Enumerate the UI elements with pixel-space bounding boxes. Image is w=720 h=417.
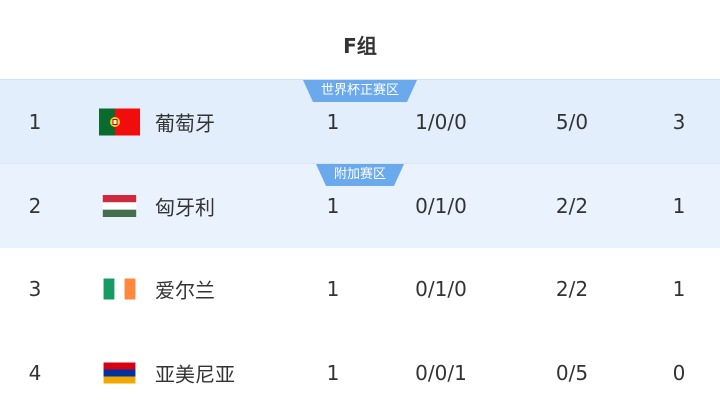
- team-name[interactable]: 爱尔兰: [155, 278, 215, 303]
- wdl: 1/0/0: [415, 110, 467, 134]
- portugal-flag-icon: [99, 108, 140, 136]
- played: 1: [326, 110, 340, 134]
- points: 1: [672, 194, 686, 218]
- table-row[interactable]: 4 亚美尼亚 1 0/0/1 0/5 0: [0, 331, 720, 415]
- rank: 4: [28, 361, 42, 385]
- hungary-flag-icon: [102, 195, 137, 217]
- rank: 1: [28, 110, 42, 134]
- wdl: 0/1/0: [415, 194, 467, 218]
- group-title: F组: [343, 34, 377, 58]
- team-name[interactable]: 亚美尼亚: [155, 362, 235, 387]
- armenia-flag-icon: [103, 362, 136, 384]
- points: 3: [672, 110, 686, 134]
- rank: 3: [28, 277, 42, 301]
- team-name[interactable]: 葡萄牙: [155, 111, 215, 136]
- played: 1: [326, 361, 340, 385]
- goals: 2/2: [555, 277, 589, 301]
- goals: 0/5: [555, 361, 589, 385]
- wdl: 0/1/0: [415, 277, 467, 301]
- points: 0: [672, 361, 686, 385]
- goals: 2/2: [555, 194, 589, 218]
- table-row[interactable]: 附加赛区 2 匈牙利 1 0/1/0 2/2 1: [0, 163, 720, 248]
- goals: 5/0: [555, 110, 589, 134]
- played: 1: [326, 194, 340, 218]
- zone-badge-qualify: 世界杯正赛区: [303, 80, 417, 102]
- played: 1: [326, 277, 340, 301]
- zone-badge-playoff: 附加赛区: [316, 164, 404, 186]
- points: 1: [672, 277, 686, 301]
- wdl: 0/0/1: [415, 361, 467, 385]
- team-name[interactable]: 匈牙利: [155, 195, 215, 220]
- table-row[interactable]: 3 爱尔兰 1 0/1/0 2/2 1: [0, 247, 720, 331]
- table-row[interactable]: 世界杯正赛区 1 葡萄牙 1 1/0/0 5/0 3: [0, 79, 720, 164]
- ireland-flag-icon: [103, 278, 136, 300]
- rank: 2: [28, 194, 42, 218]
